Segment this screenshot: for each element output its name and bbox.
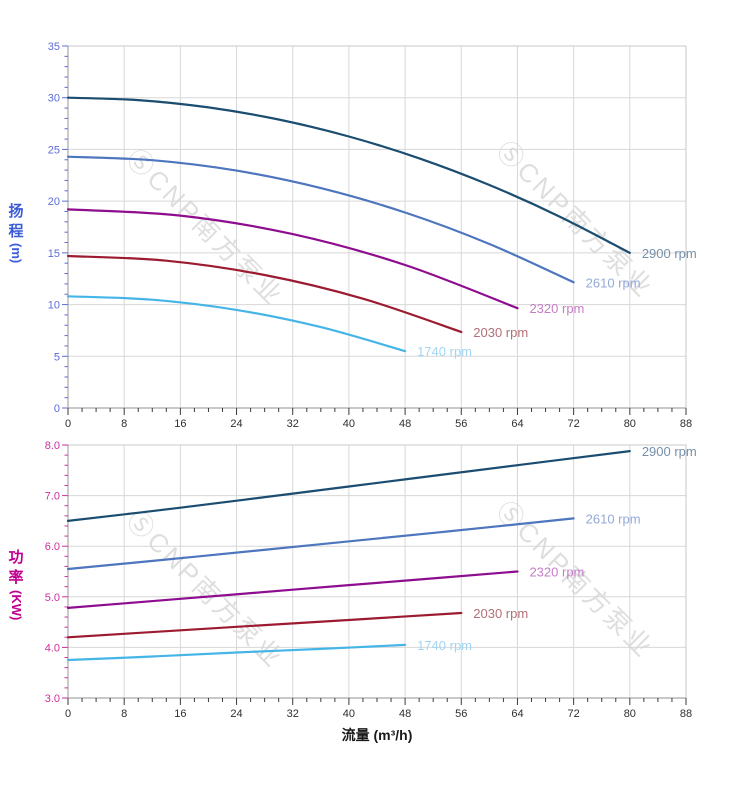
x-axis-ticks: 0 8 16 24 32 40 48 56 64 72 80 88	[65, 698, 692, 720]
gridlines	[68, 46, 686, 408]
x-tick-label: 16	[174, 708, 186, 720]
curve-2030-rpm	[66, 611, 463, 639]
y-tick-label: 25	[48, 144, 60, 156]
x-tick-label: 32	[287, 708, 299, 720]
curve-label-1740-rpm: 1740 rpm	[417, 638, 472, 653]
y-tick-label: 10	[48, 300, 60, 312]
curve-1740-rpm	[66, 643, 407, 662]
svg-text:(KW): (KW)	[9, 590, 24, 620]
x-tick-label: 72	[568, 708, 580, 720]
x-tick-label: 48	[399, 708, 411, 720]
y-tick-label: 5	[54, 351, 60, 363]
x-tick-label: 64	[511, 418, 523, 430]
curve-2900-rpm	[66, 96, 631, 254]
x-tick-label: 8	[121, 418, 127, 430]
y-tick-label: 4.0	[45, 642, 60, 654]
curve-label-2320-rpm: 2320 rpm	[529, 301, 584, 316]
svg-text:程: 程	[8, 223, 23, 240]
gridlines	[68, 445, 686, 698]
curve-label-2610-rpm: 2610 rpm	[586, 275, 641, 290]
y-tick-label: 15	[48, 248, 60, 260]
x-tick-label: 24	[230, 708, 242, 720]
x-tick-label: 56	[455, 418, 467, 430]
y-tick-label: 5.0	[45, 592, 60, 604]
curve-2030-rpm	[66, 254, 463, 334]
x-tick-label: 88	[680, 708, 692, 720]
x-tick-label: 56	[455, 708, 467, 720]
svg-text:功: 功	[8, 549, 23, 566]
curve-label-2030-rpm: 2030 rpm	[473, 325, 528, 340]
y-axis-title: 功率 (KW)	[8, 549, 24, 620]
curve-label-1740-rpm: 1740 rpm	[417, 344, 472, 359]
svg-text:(m): (m)	[9, 243, 24, 263]
y-tick-label: 35	[48, 41, 60, 53]
x-tick-label: 16	[174, 418, 186, 430]
x-tick-label: 80	[624, 708, 636, 720]
curve-label-2320-rpm: 2320 rpm	[529, 565, 584, 580]
curve-2610-rpm	[66, 517, 575, 571]
y-tick-label: 3.0	[45, 693, 60, 705]
curve-2320-rpm	[66, 208, 519, 310]
y-axis-ticks: 3.0 4.0 5.0 6.0 7.0 8.0	[45, 440, 68, 705]
x-tick-label: 72	[568, 418, 580, 430]
y-tick-label: 8.0	[45, 440, 60, 452]
x-tick-label: 8	[121, 708, 127, 720]
curve-label-2610-rpm: 2610 rpm	[586, 511, 641, 526]
x-axis-ticks: 0 8 16 24 32 40 48 56 64 72 80 88	[65, 408, 692, 430]
y-tick-label: 0	[54, 403, 60, 415]
curve-2900-rpm	[66, 450, 631, 522]
cnp-watermark: ⓈCNP南方泵业	[121, 505, 290, 674]
x-tick-label: 0	[65, 418, 71, 430]
y-tick-label: 7.0	[45, 491, 60, 503]
x-tick-label: 32	[287, 418, 299, 430]
head-chart: 0 8 16 24 32 40 48 56 64 72 80 8805101520253035ⓈCNP…	[8, 41, 696, 430]
curve-1740-rpm	[66, 295, 407, 353]
x-tick-label: 0	[65, 708, 71, 720]
svg-text:率: 率	[8, 568, 23, 586]
x-tick-label: 48	[399, 418, 411, 430]
y-axis-title: 扬程 (m)	[8, 202, 24, 263]
curve-label-2030-rpm: 2030 rpm	[473, 606, 528, 621]
x-tick-label: 24	[230, 418, 242, 430]
curve-2610-rpm	[66, 155, 575, 284]
y-tick-label: 6.0	[45, 541, 60, 553]
curve-label-2900-rpm: 2900 rpm	[642, 246, 697, 261]
power-chart: 0 8 16 24 32 40 48 56 64 72 80 88 3.0 4.0 5.0 6.0 7.0 8.0…	[8, 440, 696, 743]
x-tick-label: 80	[624, 418, 636, 430]
y-tick-label: 20	[48, 196, 60, 208]
x-tick-label: 40	[343, 708, 355, 720]
y-axis-ticks: 0 5 10 15 20 25 30 35	[48, 41, 68, 415]
x-tick-label: 88	[680, 418, 692, 430]
curve-label-2900-rpm: 2900 rpm	[642, 444, 697, 459]
y-tick-label: 30	[48, 93, 60, 105]
x-tick-label: 40	[343, 418, 355, 430]
x-axis-title: 流量 (m³/h)	[342, 727, 413, 743]
x-tick-label: 64	[511, 708, 523, 720]
svg-text:扬: 扬	[8, 202, 23, 220]
curve-2320-rpm	[66, 570, 519, 609]
